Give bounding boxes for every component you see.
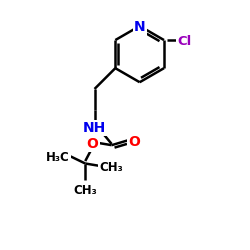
Text: O: O bbox=[128, 135, 140, 149]
Text: O: O bbox=[87, 137, 99, 151]
Text: N: N bbox=[134, 20, 145, 34]
Text: CH₃: CH₃ bbox=[74, 184, 97, 197]
Text: CH₃: CH₃ bbox=[99, 161, 123, 174]
Text: Cl: Cl bbox=[177, 35, 191, 48]
Text: H₃C: H₃C bbox=[46, 151, 70, 164]
Text: NH: NH bbox=[83, 121, 106, 135]
